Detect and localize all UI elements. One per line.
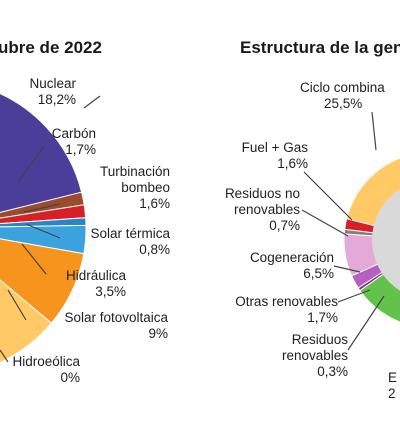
label-hidroeolica-value: 0% xyxy=(60,370,80,385)
label-carbon-value: 1,7% xyxy=(65,142,96,157)
label-residuos-no: Residuos no renovables 0,7% xyxy=(220,186,300,234)
label-residuos-renovables-line2: renovables xyxy=(281,348,348,363)
label-carbon: Carbón 1,7% xyxy=(30,126,96,158)
label-hidraulica-name: Hidráulica xyxy=(65,268,126,283)
leader-fuel-gas xyxy=(303,171,353,221)
left-slice-ciclo xyxy=(0,279,53,363)
label-nuclear-name: Nuclear xyxy=(29,76,76,91)
label-solar-fotovoltaica-value: 9% xyxy=(148,326,168,341)
label-cogeneracion: Cogeneración 6,5% xyxy=(236,250,334,282)
right-chart-title: Estructura de la gen xyxy=(240,38,400,57)
label-nuclear-value: 18,2% xyxy=(37,92,76,107)
label-residuos-no-line2: renovables xyxy=(233,202,300,217)
left-chart-title: ubre de 2022 xyxy=(0,38,102,57)
label-ciclo-value: 25,5% xyxy=(324,96,363,111)
label-solar-termica-value: 0,8% xyxy=(139,242,170,257)
label-turbinacion-line1: Turbinación xyxy=(99,164,170,179)
label-turbinacion-value: 1,6% xyxy=(139,196,170,211)
leader-ciclo xyxy=(371,111,377,151)
label-solar-termica-name: Solar térmica xyxy=(90,226,170,241)
left-slice-nuclear xyxy=(0,93,83,214)
label-otras-renovables-value: 1,7% xyxy=(307,310,338,325)
label-ciclo: Ciclo combina 25,5% xyxy=(300,80,400,112)
label-solar-fotovoltaica-name: Solar fotovoltaica xyxy=(64,310,168,325)
label-otras-renovables: Otras renovables 1,7% xyxy=(226,294,338,326)
leader-turbinacion xyxy=(23,203,61,213)
label-ciclo-name: Ciclo combina xyxy=(300,80,385,95)
label-turbinacion-line2: bombeo xyxy=(121,180,170,195)
label-fuel-gas-value: 1,6% xyxy=(277,156,308,171)
label-residuos-renovables-value: 0,3% xyxy=(317,364,348,379)
label-eolica-value: 2 xyxy=(388,386,396,401)
label-turbinacion: Turbinación bombeo 1,6% xyxy=(60,164,170,212)
label-eolica: E 2 xyxy=(388,370,400,402)
label-hidraulica: Hidráulica 3,5% xyxy=(46,268,126,300)
leader-carbon xyxy=(17,145,45,183)
label-hidraulica-value: 3,5% xyxy=(95,284,126,299)
label-fuel-gas-name: Fuel + Gas xyxy=(241,140,308,155)
label-solar-termica: Solar térmica 0,8% xyxy=(60,226,170,258)
leader-residuos-no xyxy=(301,209,349,237)
leader-solar-termica xyxy=(25,223,61,239)
label-eolica-name: E xyxy=(388,370,398,385)
label-solar-fotovoltaica: Solar fotovoltaica 9% xyxy=(20,310,168,342)
label-hidroeolica-name: Hidroeólica xyxy=(12,354,80,369)
label-cogeneracion-name: Cogeneración xyxy=(249,250,334,265)
label-carbon-name: Carbón xyxy=(51,126,96,141)
label-otras-renovables-name: Otras renovables xyxy=(235,294,338,309)
label-nuclear: Nuclear 18,2% xyxy=(0,76,76,108)
label-residuos-no-value: 0,7% xyxy=(269,218,300,233)
leader-otras-renovables xyxy=(337,289,371,303)
label-hidroeolica: Hidroeólica 0% xyxy=(8,354,80,386)
label-cogeneracion-value: 6,5% xyxy=(303,266,334,281)
leader-hidroeolica xyxy=(0,349,9,363)
leader-hidraulica xyxy=(21,243,47,275)
label-residuos-renovables: Residuos renovables 0,3% xyxy=(270,332,348,380)
label-residuos-no-line1: Residuos no xyxy=(224,186,300,201)
right-donut-hole xyxy=(372,189,400,291)
leader-residuos-renovables xyxy=(347,295,385,351)
label-residuos-renovables-line1: Residuos xyxy=(291,332,348,347)
leader-solar-fotovoltaica xyxy=(7,289,27,321)
label-fuel-gas: Fuel + Gas 1,6% xyxy=(236,140,308,172)
leader-nuclear xyxy=(83,95,101,109)
leader-cogeneracion xyxy=(333,265,361,273)
